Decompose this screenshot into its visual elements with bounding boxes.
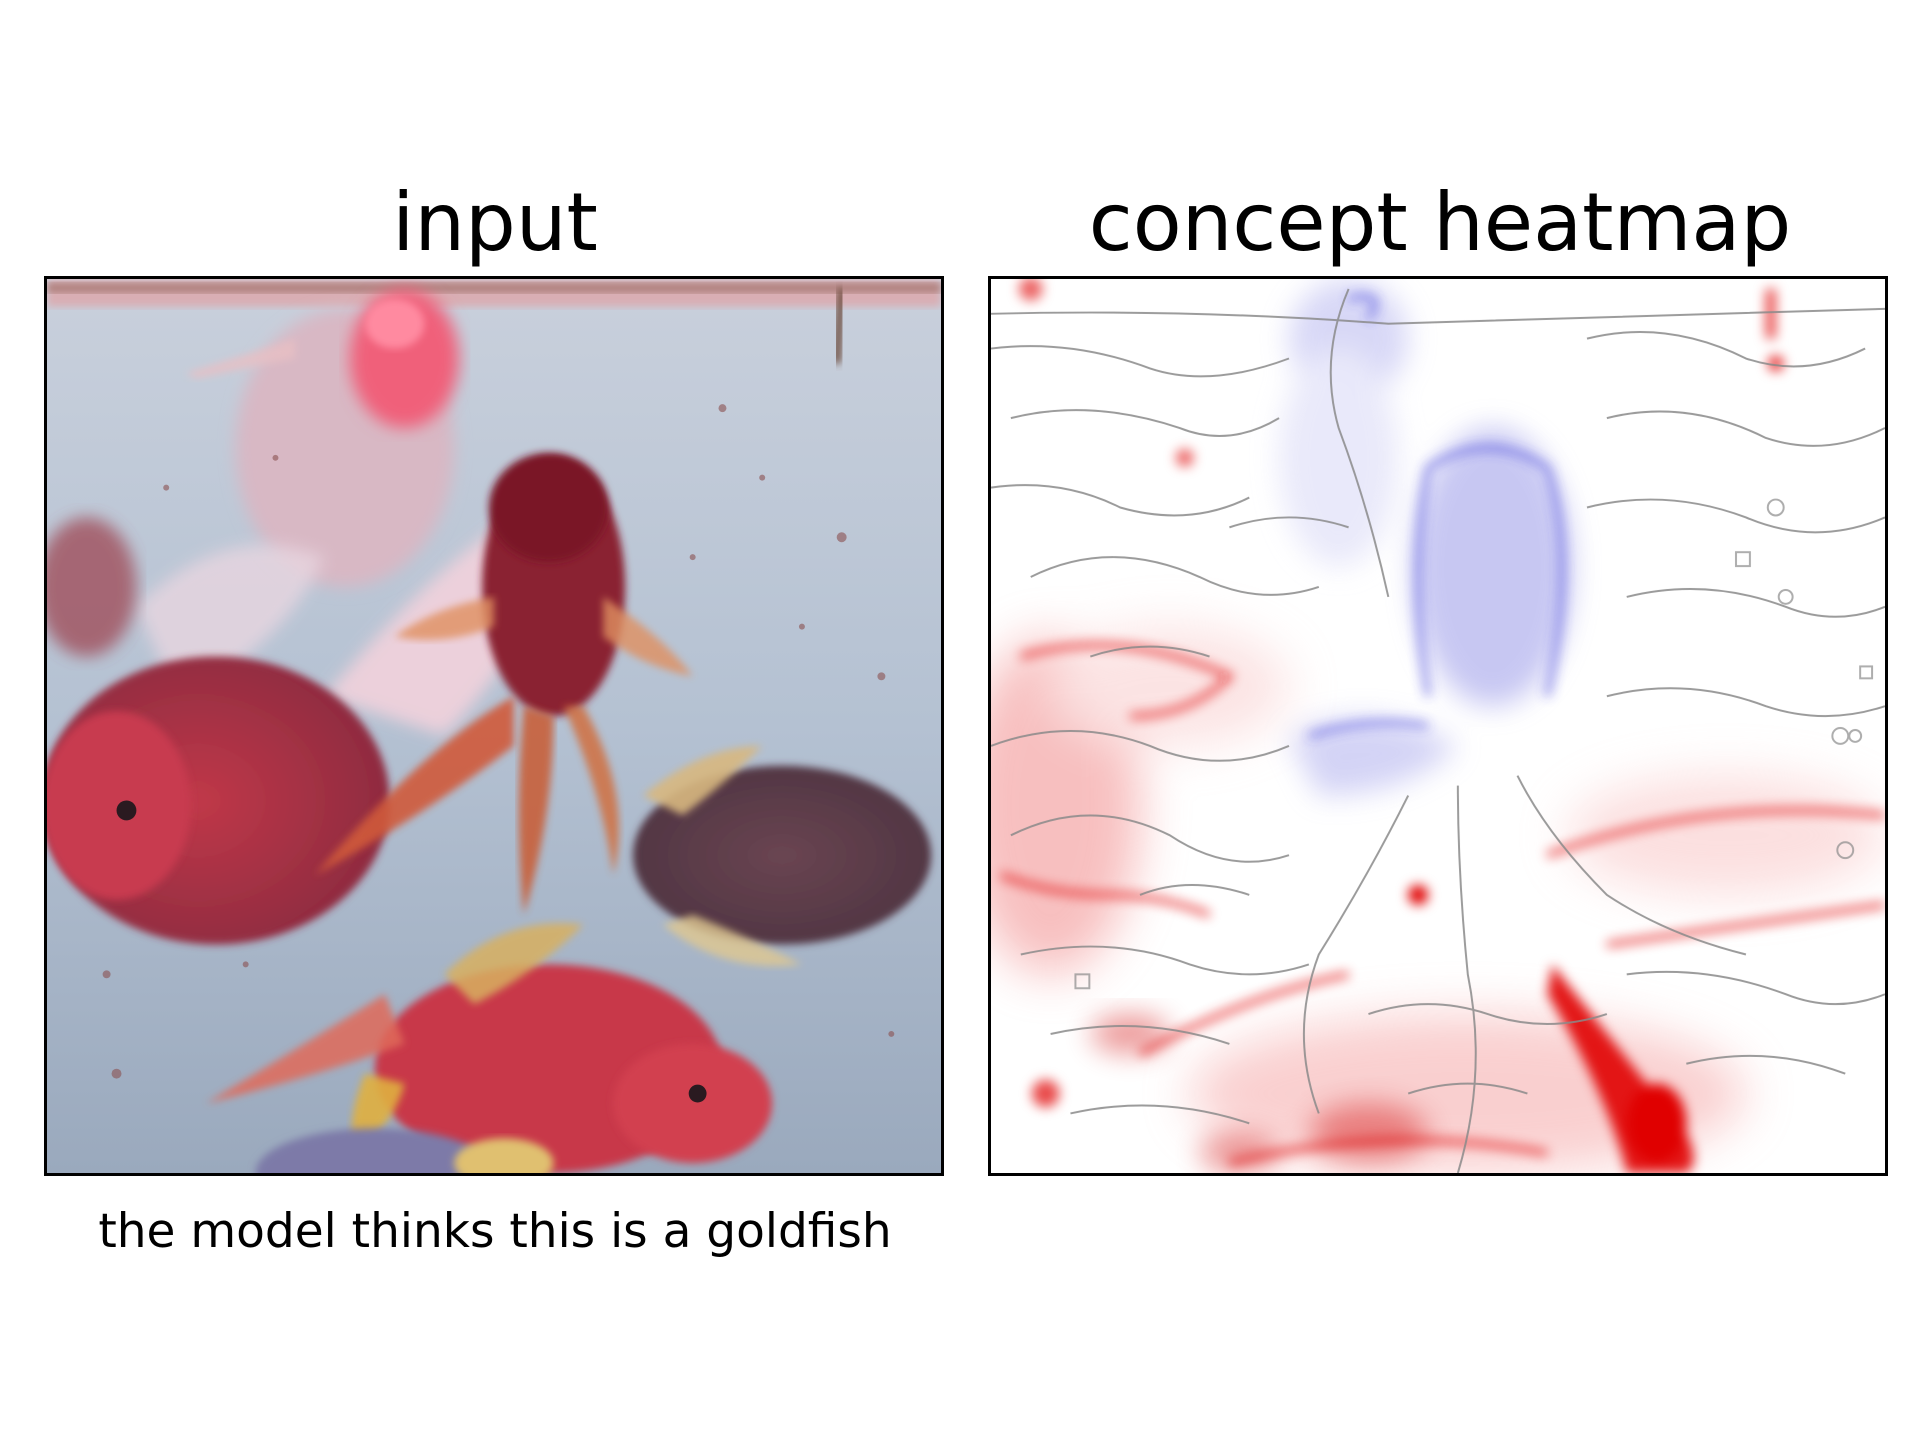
input-image [44, 276, 944, 1176]
input-panel-title: input [392, 176, 598, 269]
concept-heatmap [991, 279, 1885, 1173]
heatmap-image [988, 276, 1888, 1176]
goldfish-photo [47, 279, 941, 1173]
heatmap-panel-title: concept heatmap [1088, 176, 1792, 269]
prediction-caption: the model thinks this is a goldfish [98, 1204, 892, 1259]
